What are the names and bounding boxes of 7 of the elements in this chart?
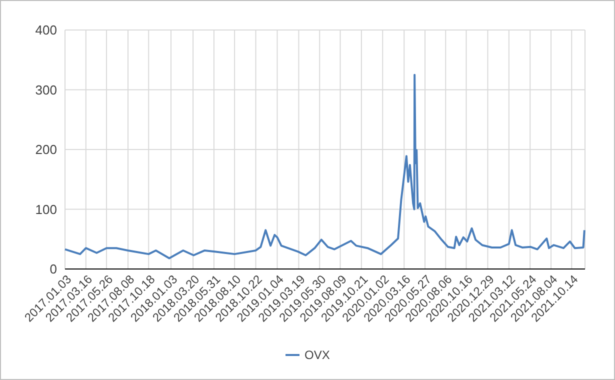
y-tick-label: 400 [35,22,57,38]
y-tick-label: 300 [35,82,57,98]
y-tick-label: 0 [50,262,57,277]
line-series [64,74,586,260]
legend-label: OVX [304,348,330,362]
y-tick-label: 100 [35,202,57,217]
y-tick-label: 200 [35,142,57,158]
